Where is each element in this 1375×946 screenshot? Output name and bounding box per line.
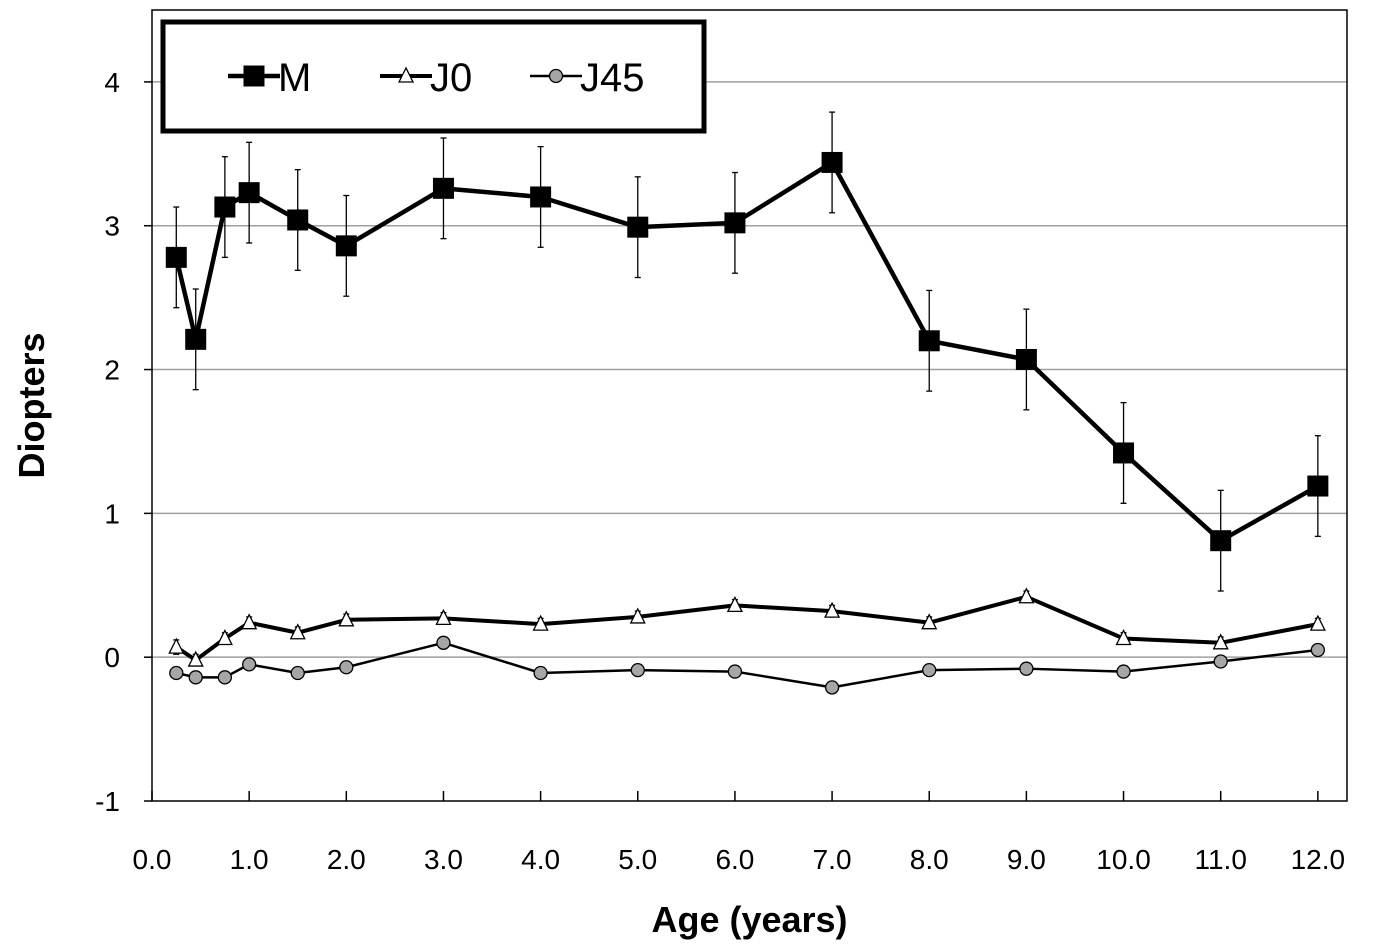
legend-marker-j0 <box>397 66 415 83</box>
data-point-m <box>1210 530 1232 552</box>
x-tick-label: 8.0 <box>910 844 949 875</box>
data-point-j45 <box>922 662 937 678</box>
data-point-j0 <box>921 613 938 630</box>
data-point-j0 <box>435 608 452 626</box>
data-point-j0 <box>824 601 841 618</box>
data-point-j0 <box>338 610 355 627</box>
data-point-m <box>1113 442 1135 464</box>
data-point-m <box>1015 348 1037 370</box>
data-point-m <box>185 328 207 350</box>
data-point-j45 <box>1116 664 1131 679</box>
data-point-j0 <box>216 629 233 646</box>
x-tick-label: 6.0 <box>715 844 754 875</box>
data-point-j45 <box>169 665 184 681</box>
data-point-m <box>335 235 357 257</box>
data-point-j45 <box>1310 642 1326 658</box>
data-point-j45 <box>217 670 233 685</box>
series-line-m <box>174 160 1319 543</box>
x-tick-label: 2.0 <box>327 844 366 875</box>
data-point-j45 <box>630 662 645 678</box>
series-layer <box>165 111 1329 695</box>
data-point-j0 <box>187 650 204 667</box>
data-point-j0 <box>1115 629 1132 646</box>
data-point-m <box>918 330 940 352</box>
data-point-j45 <box>1019 661 1034 676</box>
data-point-j0 <box>726 595 743 613</box>
x-tick-label: 4.0 <box>521 844 560 875</box>
data-point-j0 <box>1212 633 1229 650</box>
data-point-j45 <box>188 670 203 685</box>
data-point-j0 <box>241 613 258 630</box>
y-tick-label: -1 <box>95 786 120 817</box>
legend-marker-j45 <box>548 68 564 84</box>
legend-label-m: M <box>278 56 311 100</box>
x-tick-label: 0.0 <box>133 844 172 875</box>
x-tick-label: 10.0 <box>1096 844 1151 875</box>
legend-item-j45: J45 <box>530 56 645 100</box>
data-point-m <box>432 177 454 199</box>
x-tick-label: 7.0 <box>813 844 852 875</box>
y-tick-label: 4 <box>104 67 120 98</box>
legend-item-m: M <box>228 56 311 100</box>
data-point-m <box>287 209 309 231</box>
data-point-m <box>821 151 843 173</box>
y-tick-label: 2 <box>104 355 120 386</box>
series-m <box>165 111 1329 592</box>
data-point-j45 <box>824 680 840 695</box>
data-point-m <box>1307 475 1329 497</box>
data-point-j0 <box>168 637 185 654</box>
data-point-j45 <box>290 665 305 681</box>
data-point-m <box>627 216 649 238</box>
data-point-j0 <box>629 607 646 624</box>
data-point-m <box>165 246 187 268</box>
x-tick-label: 12.0 <box>1291 844 1346 875</box>
plot-area <box>151 9 1348 802</box>
x-axis: 0.0 1.0 2.0 3.0 4.0 5.0 6.0 7.0 8.0 9.0 10.0 11.0 12… <box>133 791 1346 875</box>
data-point-j45 <box>727 664 743 679</box>
x-tick-label: 9.0 <box>1007 844 1046 875</box>
data-point-j0 <box>1018 587 1035 604</box>
series-j0 <box>168 587 1326 667</box>
legend: M J0 J45 <box>160 19 707 134</box>
data-point-j0 <box>1309 614 1326 631</box>
data-point-m <box>214 196 236 218</box>
legend-marker-m <box>243 65 265 87</box>
legend-item-j0: J0 <box>380 56 472 100</box>
series-line-j0 <box>175 594 1319 663</box>
y-tick-label: 3 <box>104 211 120 242</box>
y-axis: -1 0 1 2 3 4 <box>95 67 152 817</box>
data-point-m <box>238 182 260 204</box>
data-point-j45 <box>1213 654 1228 669</box>
data-point-j45 <box>436 635 451 650</box>
x-tick-label: 3.0 <box>424 844 463 875</box>
x-tick-label: 1.0 <box>230 844 269 875</box>
x-tick-label: 11.0 <box>1194 844 1246 875</box>
y-tick-label: 1 <box>104 498 120 529</box>
data-point-j45 <box>533 665 548 681</box>
data-point-j45 <box>242 657 257 672</box>
series-j45 <box>169 635 1326 695</box>
y-tick-label: 0 <box>104 642 120 673</box>
series-line-j45 <box>176 641 1319 689</box>
legend-label-j0: J0 <box>430 56 472 100</box>
x-axis-title: Age (years) <box>651 899 847 940</box>
data-point-j0 <box>289 623 306 640</box>
x-tick-label: 5.0 <box>618 844 657 875</box>
data-point-j45 <box>339 660 354 675</box>
data-point-j0 <box>532 614 549 631</box>
legend-label-j45: J45 <box>580 56 645 100</box>
y-axis-title: Diopters <box>11 332 52 478</box>
data-point-m <box>724 212 746 234</box>
data-point-m <box>530 186 552 208</box>
